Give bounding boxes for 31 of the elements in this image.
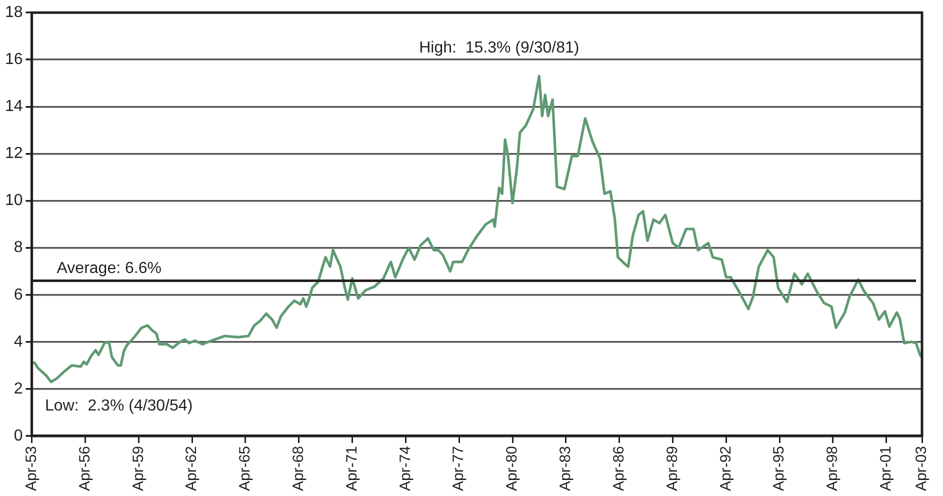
x-tick-label: Apr-83 (557, 446, 574, 492)
x-tick-label: Apr-77 (450, 446, 468, 492)
ref-line-label: Average: 6.6% (56, 260, 162, 278)
x-tick-label: Apr-89 (664, 446, 681, 492)
y-tick-label: 2 (14, 380, 23, 398)
x-tick-label: Apr-71 (343, 446, 360, 492)
y-tick-label: 18 (5, 4, 23, 22)
x-tick-label: Apr-01 (878, 446, 895, 492)
y-tick-label: 16 (5, 51, 23, 68)
x-tick-label: Apr-65 (236, 446, 254, 492)
y-tick-label: 6 (14, 286, 23, 304)
x-tick-label: Apr-98 (824, 446, 842, 492)
x-tick-label: Apr-68 (290, 446, 307, 492)
y-tick-label: 8 (14, 239, 23, 256)
x-tick-label: Apr-62 (183, 446, 200, 492)
x-tick-label: Apr-74 (396, 446, 414, 492)
y-tick-label: 10 (5, 192, 23, 210)
x-tick-label: Apr-03 (913, 446, 930, 492)
x-tick-label: Apr-53 (22, 446, 40, 492)
x-tick-label: Apr-56 (76, 446, 94, 492)
y-tick-label: 12 (5, 145, 23, 162)
y-tick-label: 0 (14, 427, 23, 444)
x-tick-label: Apr-95 (770, 446, 788, 492)
y-tick-label: 14 (5, 98, 23, 116)
annotation: High: 15.3% (9/30/81) (419, 40, 580, 57)
y-tick-label: 4 (14, 333, 23, 350)
x-tick-label: Apr-86 (610, 446, 628, 492)
x-tick-label: Apr-80 (504, 446, 521, 492)
x-tick-label: Apr-59 (130, 446, 147, 492)
annotation: Low: 2.3% (4/30/54) (45, 397, 193, 414)
x-tick-label: Apr-92 (717, 446, 734, 492)
